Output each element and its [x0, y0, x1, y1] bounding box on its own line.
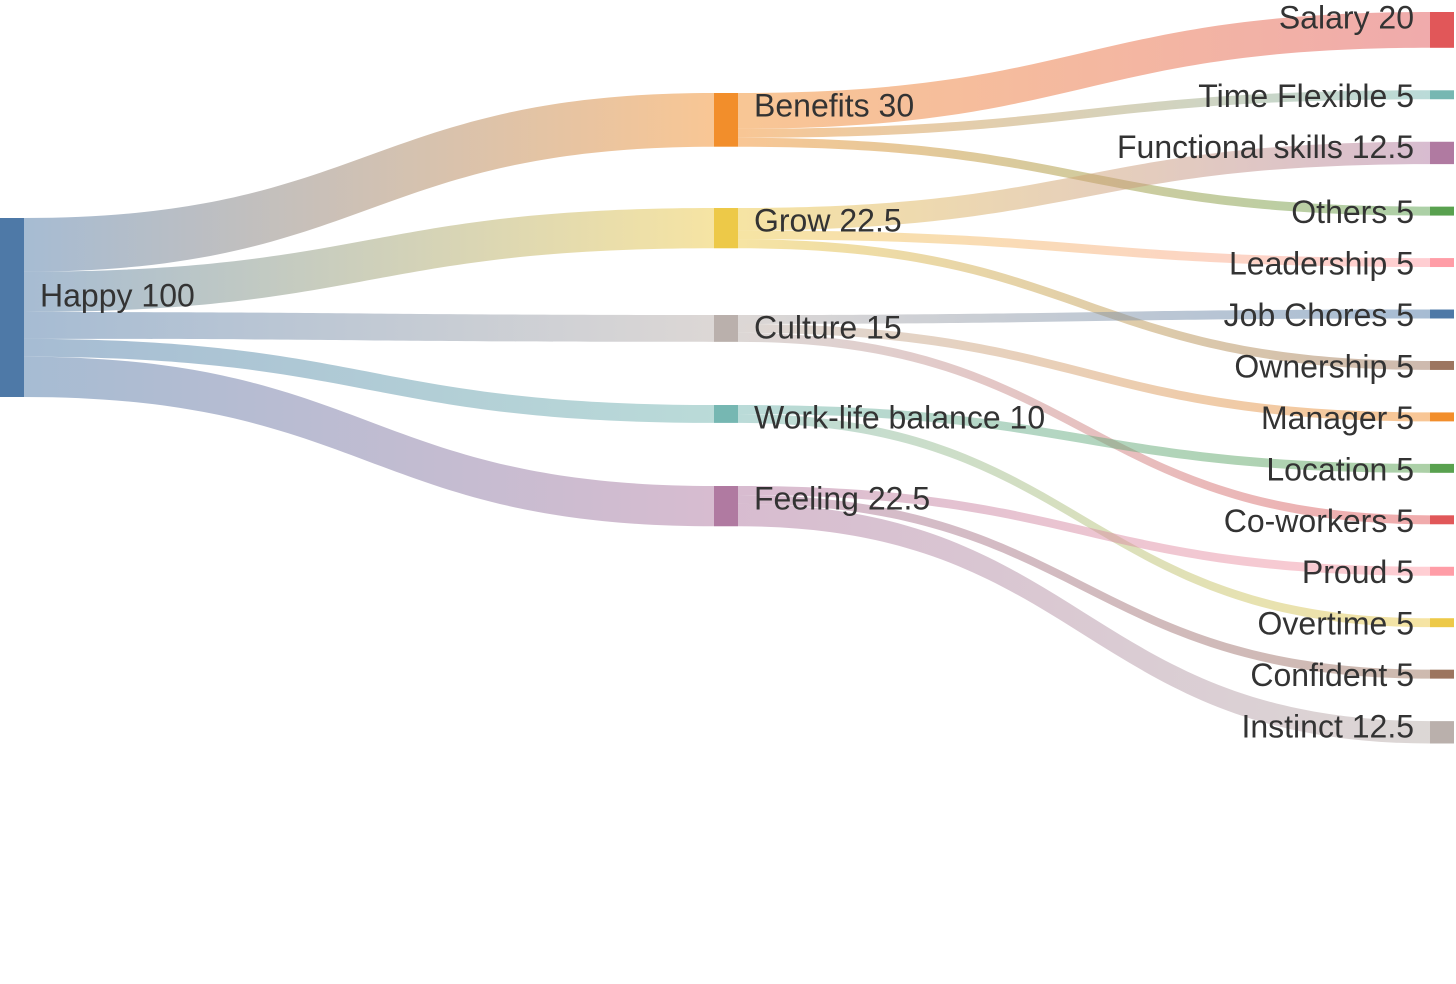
link-benefits-to-salary: [738, 12, 1430, 129]
node-culture: [714, 315, 738, 342]
node-label-co-workers: Co-workers 5: [1224, 503, 1414, 539]
node-grow: [714, 208, 738, 249]
link-culture-to-co-workers: [738, 332, 1430, 525]
node-confident: [1430, 669, 1454, 679]
node-label-location: Location 5: [1266, 451, 1414, 487]
node-label-functional-skills: Functional skills 12.5: [1117, 129, 1414, 165]
node-label-happy: Happy 100: [40, 277, 195, 313]
node-label-time-flexible: Time Flexible 5: [1198, 78, 1414, 114]
node-work-life-balance: [714, 405, 738, 423]
node-functional-skills: [1430, 141, 1454, 165]
node-label-proud: Proud 5: [1302, 554, 1414, 590]
node-location: [1430, 463, 1454, 473]
node-label-overtime: Overtime 5: [1258, 606, 1414, 642]
node-label-culture: Culture 15: [754, 309, 902, 345]
link-feeling-to-confident: [738, 494, 1430, 679]
node-co-workers: [1430, 515, 1454, 525]
link-culture-to-manager: [738, 323, 1430, 422]
link-happy-to-work-life-balance: [24, 338, 714, 423]
link-grow-to-ownership: [738, 239, 1430, 370]
link-feeling-to-instinct: [738, 503, 1430, 744]
node-label-grow: Grow 22.5: [754, 202, 902, 238]
node-job-chores: [1430, 309, 1454, 319]
node-overtime: [1430, 618, 1454, 628]
node-ownership: [1430, 360, 1454, 370]
node-label-salary: Salary 20: [1279, 0, 1414, 35]
link-work-life-balance-to-location: [738, 405, 1430, 473]
link-happy-to-culture: [24, 311, 714, 342]
node-label-manager: Manager 5: [1261, 400, 1414, 436]
link-culture-to-job-chores: [738, 309, 1430, 324]
link-happy-to-benefits: [24, 93, 714, 272]
link-benefits-to-time-flexible: [738, 90, 1430, 138]
node-feeling: [714, 486, 738, 527]
node-label-leadership: Leadership 5: [1229, 246, 1414, 282]
node-label-work-life-balance: Work-life balance 10: [754, 399, 1045, 435]
node-proud: [1430, 566, 1454, 576]
link-work-life-balance-to-overtime: [738, 413, 1430, 628]
node-happy: [0, 218, 24, 397]
node-leadership: [1430, 258, 1454, 268]
node-label-instinct: Instinct 12.5: [1241, 709, 1414, 745]
labels-layer: Happy 100 Benefits 30 Grow 22.5 Culture 15 W…: [40, 0, 1414, 745]
node-label-benefits: Benefits 30: [754, 87, 914, 123]
node-benefits: [714, 93, 738, 147]
link-happy-to-grow: [24, 208, 714, 312]
node-manager: [1430, 412, 1454, 422]
link-grow-to-functional-skills: [738, 141, 1430, 231]
node-label-job-chores: Job Chores 5: [1224, 297, 1414, 333]
node-label-feeling: Feeling 22.5: [754, 480, 930, 516]
links-layer: [24, 12, 1430, 744]
link-grow-to-leadership: [738, 230, 1430, 268]
node-salary: [1430, 12, 1454, 48]
node-label-confident: Confident 5: [1250, 657, 1414, 693]
node-time-flexible: [1430, 90, 1454, 100]
nodes-layer: [0, 12, 1454, 744]
node-label-others: Others 5: [1291, 194, 1414, 230]
node-others: [1430, 206, 1454, 216]
link-happy-to-feeling: [24, 356, 714, 527]
link-feeling-to-proud: [738, 486, 1430, 576]
node-instinct: [1430, 721, 1454, 744]
node-label-ownership: Ownership 5: [1234, 348, 1414, 384]
